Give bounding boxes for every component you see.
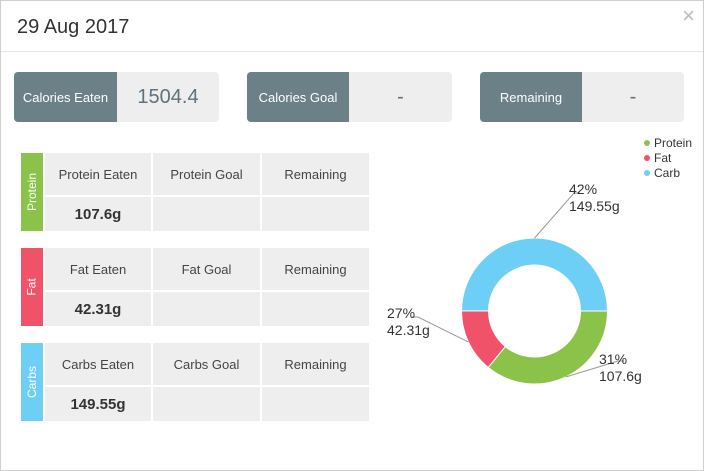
slice-value-label-fat: 42.31g — [387, 322, 430, 338]
protein-side-label: Protein — [25, 172, 39, 212]
legend-dot-fat — [644, 155, 650, 161]
protein-side-tab: Protein — [21, 153, 43, 231]
calories-goal-stat: Calories Goal - — [247, 72, 452, 122]
slice-percent-label-protein: 31% — [599, 351, 627, 367]
protein-goal-header: Protein Goal — [153, 153, 260, 195]
legend-label-carb[interactable]: Carb — [654, 166, 680, 180]
fat-block: Fat Fat Eaten Fat Goal Remaining 42.31g — [21, 248, 369, 326]
fat-side-label: Fat — [25, 278, 39, 296]
donut-slice-carb[interactable] — [460, 237, 609, 312]
remaining-stat: Remaining - — [480, 72, 684, 122]
remaining-value: - — [629, 85, 637, 108]
calories-eaten-value: 1504.4 — [137, 85, 199, 108]
fat-eaten-header: Fat Eaten — [45, 248, 151, 290]
carbs-eaten-header: Carbs Eaten — [45, 343, 151, 385]
carbs-goal-value — [153, 387, 260, 421]
fat-goal-header: Fat Goal — [153, 248, 260, 290]
legend-dot-protein — [644, 140, 650, 146]
protein-eaten-header: Protein Eaten — [45, 153, 151, 195]
carbs-goal-header: Carbs Goal — [153, 343, 260, 385]
close-icon[interactable]: × — [682, 3, 695, 28]
slice-value-label-protein: 107.6g — [599, 368, 642, 384]
slice-percent-label-carb: 42% — [569, 181, 597, 197]
dialog-header: 29 Aug 2017 × — [1, 1, 703, 52]
slice-value-label-carb: 149.55g — [569, 198, 620, 214]
carbs-eaten-value: 149.55g — [45, 387, 151, 421]
fat-goal-value — [153, 292, 260, 326]
donut-chart-svg: 31%107.6g 27%42.31g 42%149.55g ProteinFatCa… — [387, 136, 692, 385]
leader-line-protein — [565, 360, 624, 378]
protein-eaten-value: 107.6g — [45, 197, 151, 231]
fat-remaining-header: Remaining — [262, 248, 369, 290]
protein-block: Protein Protein Eaten Protein Goal Remai… — [21, 153, 369, 231]
fat-eaten-value: 42.31g — [45, 292, 151, 326]
fat-remaining-value — [262, 292, 369, 326]
legend-label-fat[interactable]: Fat — [654, 151, 672, 165]
protein-remaining-header: Remaining — [262, 153, 369, 195]
remaining-label: Remaining — [480, 72, 582, 122]
protein-remaining-value — [262, 197, 369, 231]
calories-goal-value: - — [397, 85, 404, 108]
fat-side-tab: Fat — [21, 248, 43, 326]
protein-goal-value — [153, 197, 260, 231]
macro-donut-chart: 31% 107.6g 27% 42.31g 42% 149.55g Protein Fat Ca… — [381, 131, 701, 431]
donut-slice-protein[interactable] — [487, 310, 609, 385]
calories-eaten-stat: Calories Eaten 1504.4 — [14, 72, 219, 122]
carbs-remaining-value — [262, 387, 369, 421]
calories-eaten-label: Calories Eaten — [14, 72, 117, 122]
leader-line-carb — [534, 192, 580, 239]
carbs-remaining-header: Remaining — [262, 343, 369, 385]
leader-line-fat — [412, 316, 469, 343]
dialog-title: 29 Aug 2017 — [17, 16, 130, 38]
legend-dot-carb — [644, 170, 650, 176]
slice-percent-label-fat: 27% — [387, 305, 415, 321]
calories-goal-label: Calories Goal — [247, 72, 349, 122]
carbs-block: Carbs Carbs Eaten Carbs Goal Remaining 1… — [21, 343, 369, 421]
legend-label-protein[interactable]: Protein — [654, 136, 692, 150]
carbs-side-label: Carbs — [25, 365, 40, 399]
carbs-side-tab: Carbs — [21, 343, 43, 421]
